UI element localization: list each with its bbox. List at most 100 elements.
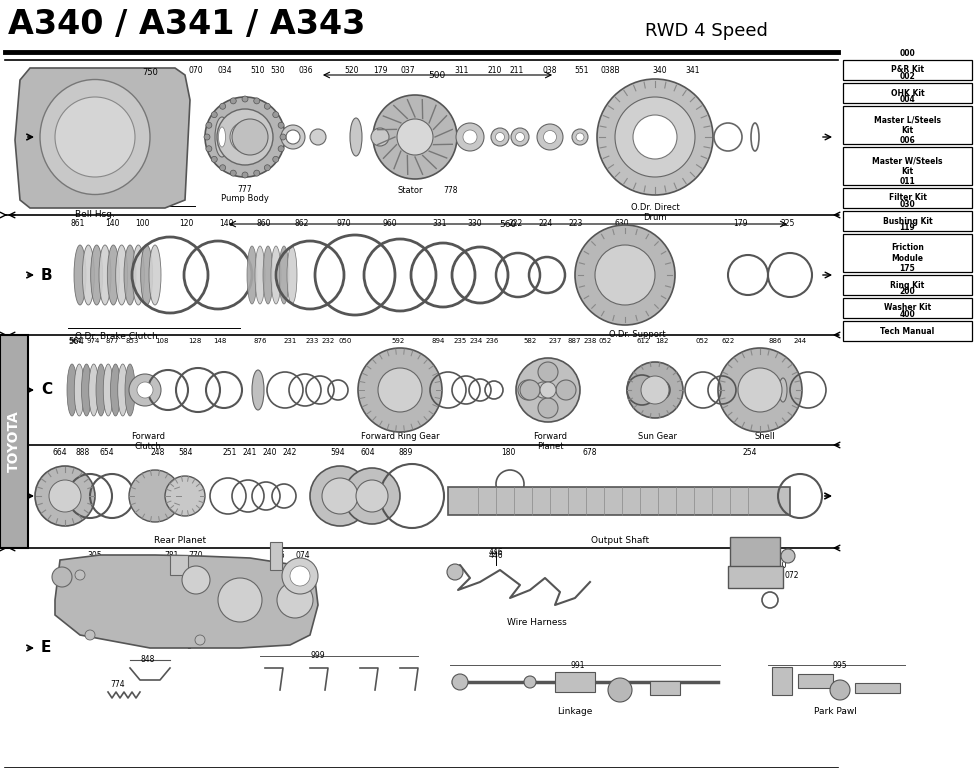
Text: 222: 222 bbox=[509, 219, 524, 228]
Text: 612: 612 bbox=[637, 338, 649, 344]
Text: 030: 030 bbox=[900, 200, 916, 209]
Ellipse shape bbox=[279, 246, 289, 304]
Text: 140: 140 bbox=[218, 219, 233, 228]
Text: Stator: Stator bbox=[397, 186, 423, 195]
Text: 179: 179 bbox=[733, 219, 747, 228]
Ellipse shape bbox=[124, 245, 136, 305]
Bar bbox=[728, 566, 783, 588]
Ellipse shape bbox=[287, 246, 297, 304]
Text: 235: 235 bbox=[453, 338, 467, 344]
Bar bbox=[855, 683, 900, 693]
Circle shape bbox=[572, 129, 588, 145]
Circle shape bbox=[212, 157, 217, 162]
Text: Tech Manual: Tech Manual bbox=[880, 326, 935, 336]
Circle shape bbox=[264, 103, 270, 109]
Text: 876: 876 bbox=[254, 338, 267, 344]
Circle shape bbox=[397, 119, 433, 155]
Circle shape bbox=[358, 348, 442, 432]
Circle shape bbox=[310, 466, 370, 526]
Ellipse shape bbox=[89, 364, 98, 416]
Text: 853: 853 bbox=[126, 338, 138, 344]
Circle shape bbox=[524, 676, 536, 688]
Circle shape bbox=[641, 376, 669, 404]
Ellipse shape bbox=[252, 370, 264, 410]
Text: 500: 500 bbox=[428, 71, 446, 80]
Circle shape bbox=[356, 480, 388, 512]
Bar bbox=[798, 674, 833, 688]
Text: 654: 654 bbox=[99, 448, 114, 457]
Text: 236: 236 bbox=[486, 338, 498, 344]
Text: 991: 991 bbox=[570, 661, 585, 670]
Text: Master W/Steels
Kit: Master W/Steels Kit bbox=[873, 157, 943, 176]
Text: 305: 305 bbox=[88, 551, 102, 560]
Text: 778: 778 bbox=[443, 186, 457, 195]
Text: 331: 331 bbox=[433, 219, 448, 228]
Text: 000: 000 bbox=[900, 49, 916, 58]
Ellipse shape bbox=[67, 364, 77, 416]
Bar bbox=[843, 211, 972, 231]
Text: 038: 038 bbox=[543, 66, 558, 75]
Text: 311: 311 bbox=[454, 66, 469, 75]
Circle shape bbox=[627, 362, 683, 418]
Text: Filter Kit: Filter Kit bbox=[888, 194, 926, 203]
Text: Linkage: Linkage bbox=[558, 707, 593, 716]
Circle shape bbox=[205, 97, 285, 177]
Circle shape bbox=[633, 115, 677, 159]
Ellipse shape bbox=[82, 245, 95, 305]
Text: 140: 140 bbox=[104, 219, 119, 228]
Text: 238: 238 bbox=[583, 338, 597, 344]
Circle shape bbox=[49, 480, 81, 512]
Circle shape bbox=[556, 380, 576, 400]
Circle shape bbox=[195, 635, 205, 645]
Text: A: A bbox=[41, 130, 53, 144]
Bar bbox=[843, 275, 972, 295]
Circle shape bbox=[830, 680, 850, 700]
Circle shape bbox=[129, 374, 161, 406]
Text: 584: 584 bbox=[178, 448, 193, 457]
Text: TOYOTA: TOYOTA bbox=[7, 411, 21, 472]
Text: 254: 254 bbox=[743, 448, 758, 457]
Circle shape bbox=[535, 382, 551, 398]
Text: Ring Kit: Ring Kit bbox=[890, 280, 924, 290]
Text: 887: 887 bbox=[567, 338, 581, 344]
Text: 974: 974 bbox=[87, 338, 99, 344]
Ellipse shape bbox=[82, 364, 92, 416]
Circle shape bbox=[254, 98, 259, 104]
Circle shape bbox=[286, 130, 300, 144]
Circle shape bbox=[242, 172, 248, 178]
Text: 224: 224 bbox=[539, 219, 553, 228]
Text: 862: 862 bbox=[294, 219, 309, 228]
Circle shape bbox=[781, 549, 795, 563]
Text: 622: 622 bbox=[722, 338, 734, 344]
Text: 678: 678 bbox=[583, 448, 598, 457]
Circle shape bbox=[495, 133, 504, 141]
Text: Forward Ring Gear: Forward Ring Gear bbox=[361, 432, 440, 441]
Circle shape bbox=[230, 98, 236, 104]
Circle shape bbox=[608, 678, 632, 702]
Circle shape bbox=[217, 109, 273, 165]
Ellipse shape bbox=[133, 245, 144, 305]
Text: 233: 233 bbox=[305, 338, 319, 344]
Text: Forward
Clutch: Forward Clutch bbox=[131, 432, 165, 452]
Text: 340: 340 bbox=[652, 66, 667, 75]
Text: Forward
Planet: Forward Planet bbox=[533, 432, 567, 452]
Text: Bushing Kit: Bushing Kit bbox=[882, 217, 932, 226]
Text: 770: 770 bbox=[189, 551, 204, 560]
Text: 119: 119 bbox=[900, 223, 916, 232]
Text: 410: 410 bbox=[773, 561, 787, 570]
Ellipse shape bbox=[103, 364, 113, 416]
Text: O.Dr. Direct: O.Dr. Direct bbox=[631, 203, 680, 212]
Text: E: E bbox=[41, 641, 52, 656]
Ellipse shape bbox=[116, 245, 128, 305]
Circle shape bbox=[278, 146, 284, 152]
Text: 520: 520 bbox=[345, 66, 359, 75]
Text: 052: 052 bbox=[695, 338, 709, 344]
Text: 072: 072 bbox=[785, 571, 799, 580]
Text: 006: 006 bbox=[900, 136, 916, 145]
Circle shape bbox=[278, 122, 284, 128]
Circle shape bbox=[273, 111, 279, 118]
Text: 237: 237 bbox=[548, 338, 562, 344]
Text: 992: 992 bbox=[760, 551, 775, 560]
Circle shape bbox=[264, 165, 270, 170]
Ellipse shape bbox=[55, 97, 135, 177]
